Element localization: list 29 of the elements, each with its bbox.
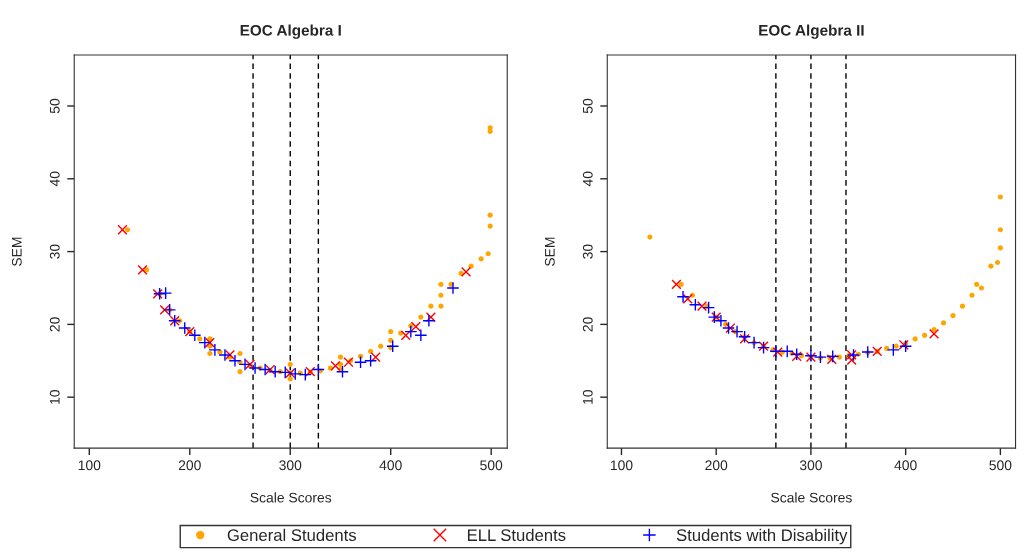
- x-tick-label: 300: [279, 460, 302, 471]
- chart-title: EOC Algebra I: [240, 24, 341, 39]
- y-axis-title: SEM: [544, 237, 555, 267]
- y-tick-label: 30: [49, 244, 60, 259]
- y-tick-label: 20: [49, 317, 60, 332]
- chart-title: EOC Algebra II: [759, 24, 864, 39]
- x-axis-title: Scale Scores: [771, 492, 852, 503]
- x-tick-label: 500: [989, 460, 1012, 471]
- y-axis-title: SEM: [11, 237, 22, 267]
- x-tick-label: 500: [480, 460, 503, 471]
- y-tick-label: 30: [582, 244, 593, 259]
- y-tick-label: 10: [582, 390, 593, 404]
- y-tick-label: 20: [582, 317, 593, 332]
- x-tick-label: 100: [78, 460, 101, 471]
- x-tick-label: 300: [799, 460, 822, 471]
- legend-label: ELL Students: [467, 528, 566, 542]
- y-tick-label: 10: [49, 390, 60, 404]
- legend-label: Students with Disability: [676, 528, 848, 545]
- x-tick-label: 400: [379, 460, 402, 471]
- x-axis-title: Scale Scores: [250, 492, 332, 503]
- y-tick-label: 40: [582, 171, 593, 187]
- x-tick-label: 200: [178, 460, 201, 471]
- y-tick-label: 50: [49, 98, 60, 114]
- y-tick-label: 40: [49, 171, 60, 187]
- x-tick-label: 200: [705, 460, 728, 471]
- x-tick-label: 100: [610, 460, 633, 471]
- y-tick-label: 50: [582, 98, 593, 114]
- legend-label: General Students: [227, 528, 357, 542]
- x-tick-label: 400: [894, 460, 917, 471]
